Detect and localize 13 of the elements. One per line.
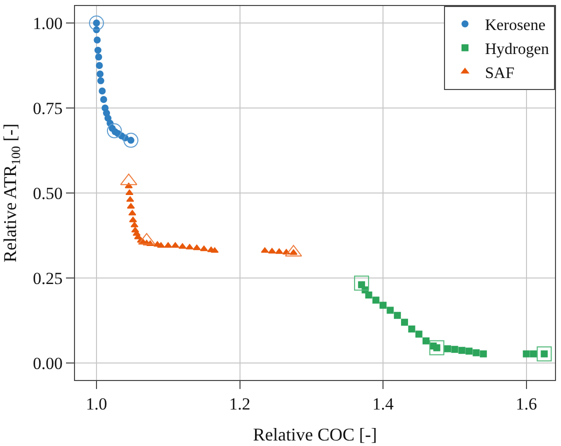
y-tick-label: 1.00 [32, 14, 63, 33]
legend-label: Hydrogen [485, 40, 549, 58]
x-tick-label: 1.2 [229, 394, 250, 414]
x-axis-title: Relative COC [-] [253, 424, 377, 444]
y-tick-label: 0.25 [32, 268, 63, 288]
x-tick-label: 1.4 [372, 394, 394, 414]
legend-label: Kerosene [485, 17, 546, 34]
y-tick-label: 0.50 [32, 184, 63, 203]
y-tick-label: 0.75 [32, 98, 63, 118]
y-tick-label: 0.00 [32, 354, 63, 373]
x-tick-label: 1.0 [86, 394, 108, 414]
legend-label: SAF [485, 64, 514, 82]
x-tick-label: 1.6 [516, 394, 537, 414]
